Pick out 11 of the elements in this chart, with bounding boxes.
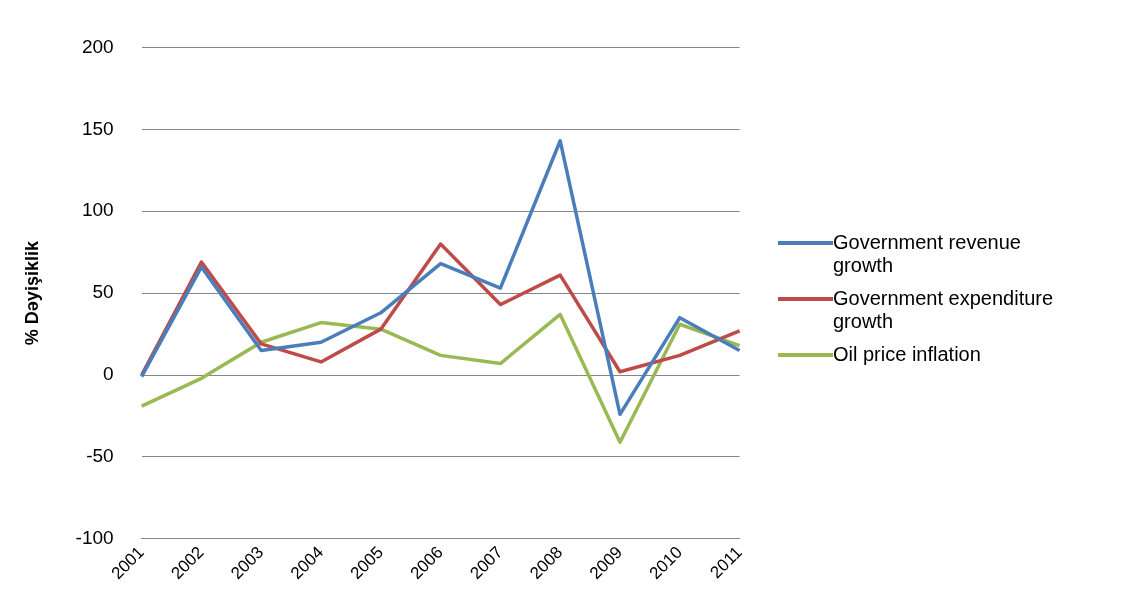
y-tick-label: 100 bbox=[81, 199, 114, 221]
legend-label: Government revenue growth bbox=[833, 230, 1022, 277]
legend-label: Government expenditure growth bbox=[833, 286, 1055, 333]
y-tick-label: -100 bbox=[75, 527, 114, 549]
y-axis-title: % Dəyişiklik bbox=[21, 240, 42, 346]
legend-label: Oil price inflation bbox=[833, 342, 982, 366]
y-tick-label: -50 bbox=[86, 445, 114, 467]
y-tick-label: 150 bbox=[81, 117, 114, 139]
y-tick-label: 50 bbox=[92, 281, 114, 303]
y-tick-label: 200 bbox=[81, 35, 114, 57]
y-tick-label: 0 bbox=[103, 363, 114, 385]
